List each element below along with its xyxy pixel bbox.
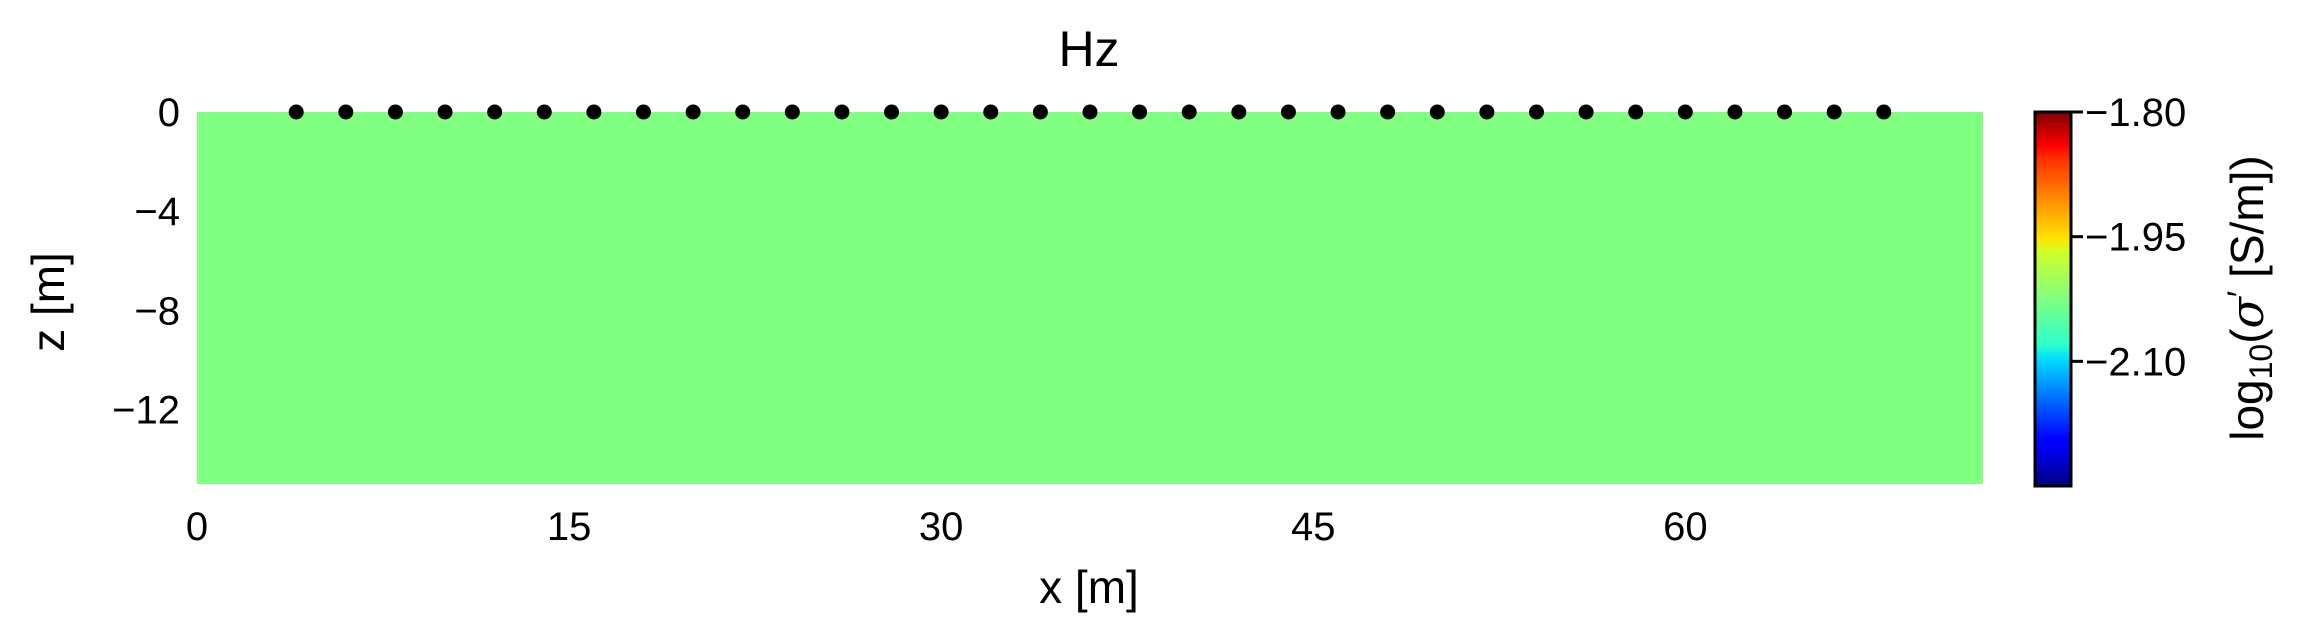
y-tick-label: −8	[134, 289, 180, 333]
receiver-marker	[1429, 104, 1445, 120]
receiver-marker	[685, 104, 701, 120]
y-axis-label: z [m]	[22, 252, 74, 352]
receiver-marker	[288, 104, 304, 120]
receiver-marker	[636, 104, 651, 120]
receiver-marker	[1380, 104, 1396, 120]
x-tick-label: 0	[186, 505, 208, 549]
receiver-marker	[1280, 104, 1296, 120]
conductivity-field	[197, 112, 1983, 484]
receiver-marker	[834, 104, 850, 120]
receiver-marker	[1777, 104, 1793, 120]
colorbar-label: log10(σ′ [S/m])	[2220, 155, 2279, 441]
receiver-marker	[1032, 104, 1048, 120]
colorbar-label-open: (	[2221, 328, 2273, 344]
y-tick-label: 0	[158, 91, 180, 135]
x-axis-ticks: 0 15 30 45 60	[186, 505, 1708, 549]
colorbar-tick-label: −1.80	[2085, 91, 2186, 135]
receiver-marker	[387, 104, 403, 120]
y-tick-label: −4	[134, 190, 180, 234]
receiver-marker	[1876, 104, 1892, 120]
receiver-marker	[1479, 104, 1495, 120]
colorbar-ticks: −1.80 −1.95 −2.10	[2071, 91, 2186, 384]
x-tick-label: 45	[1291, 505, 1336, 549]
receiver-marker	[1578, 104, 1594, 120]
receiver-marker	[1628, 104, 1644, 120]
receiver-marker	[487, 104, 503, 120]
receiver-marker	[1529, 104, 1544, 120]
receiver-marker	[437, 104, 453, 120]
colorbar-label-log: log	[2221, 379, 2273, 440]
x-tick-label: 60	[1663, 505, 1708, 549]
receiver-marker	[933, 104, 949, 120]
receiver-marker	[1082, 104, 1098, 120]
colorbar-label-prime: ′	[2221, 291, 2259, 297]
colorbar: −1.80 −1.95 −2.10 log10(σ′ [S/m])	[2033, 91, 2279, 488]
chart-title: Hz	[1058, 21, 1119, 77]
x-tick-label: 30	[919, 505, 964, 549]
receiver-marker	[1181, 104, 1197, 120]
x-axis-label: x [m]	[1039, 561, 1139, 613]
colorbar-tick-label: −2.10	[2085, 340, 2186, 384]
receiver-marker	[536, 104, 552, 120]
plot-area	[197, 104, 1983, 484]
receiver-marker	[735, 104, 751, 120]
receiver-markers	[288, 104, 1892, 120]
receiver-marker	[784, 104, 800, 120]
receiver-marker	[1330, 104, 1346, 120]
receiver-marker	[1826, 104, 1842, 120]
receiver-marker	[983, 104, 999, 120]
colorbar-gradient	[2033, 110, 2073, 488]
y-tick-label: −12	[112, 389, 180, 433]
colorbar-label-unit: [S/m])	[2221, 155, 2273, 290]
receiver-marker	[1231, 104, 1247, 120]
receiver-marker	[338, 104, 354, 120]
colorbar-tick-label: −1.95	[2085, 216, 2186, 260]
receiver-marker	[1132, 104, 1148, 120]
receiver-marker	[1677, 104, 1693, 120]
receiver-marker	[586, 104, 602, 120]
colorbar-label-sigma: σ	[2220, 295, 2274, 328]
y-axis-ticks: 0 −4 −8 −12	[112, 91, 180, 433]
receiver-marker	[1727, 104, 1743, 120]
receiver-marker	[884, 104, 900, 120]
x-tick-label: 15	[547, 505, 592, 549]
colorbar-label-subscript: 10	[2243, 344, 2279, 380]
